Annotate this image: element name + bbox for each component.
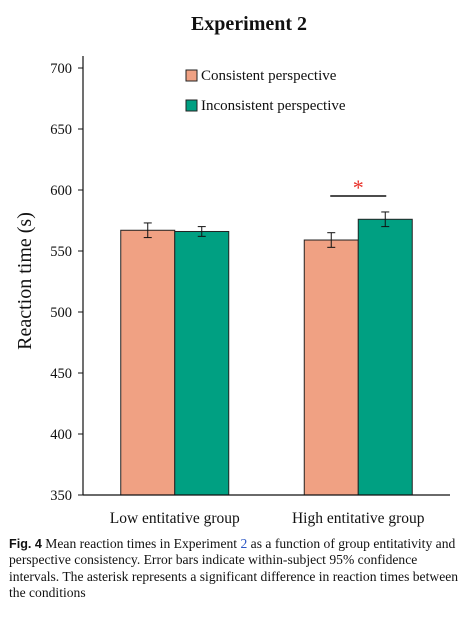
caption-label: Fig. 4 xyxy=(9,537,42,551)
y-axis-label: Reaction time (s) xyxy=(14,212,36,350)
y-tick-label: 500 xyxy=(50,305,72,321)
y-tick-label: 350 xyxy=(50,488,72,504)
y-tick-label: 700 xyxy=(50,61,72,77)
legend-label: Consistent perspective xyxy=(201,68,337,84)
y-tick-label: 400 xyxy=(50,427,72,443)
chart-title: Experiment 2 xyxy=(191,13,307,35)
y-tick-label: 650 xyxy=(50,122,72,138)
y-tick-label: 450 xyxy=(50,366,72,382)
legend-label: Inconsistent perspective xyxy=(201,98,346,114)
y-tick-label: 550 xyxy=(50,244,72,260)
caption-text-start: Mean reaction times in Experiment xyxy=(45,536,238,551)
legend-swatch xyxy=(185,99,198,112)
bar-chart: Experiment 2 Reaction time (s) 350 400 450 50… xyxy=(14,13,450,527)
caption-experiment-link[interactable]: 2 xyxy=(240,536,248,551)
legend-swatch xyxy=(185,69,198,82)
significance-asterisk: * xyxy=(353,175,364,200)
bar xyxy=(174,230,230,496)
bar xyxy=(303,239,359,496)
caption-text-end: as a function of group entitativity and … xyxy=(9,536,459,601)
x-tick-label: High entitative group xyxy=(292,510,425,527)
bar xyxy=(120,229,176,496)
x-tick-label: Low entitative group xyxy=(110,510,240,527)
y-tick-label: 600 xyxy=(50,183,72,199)
bar xyxy=(357,218,413,496)
figure-caption: Fig. 4 Mean reaction times in Experiment… xyxy=(9,536,465,602)
